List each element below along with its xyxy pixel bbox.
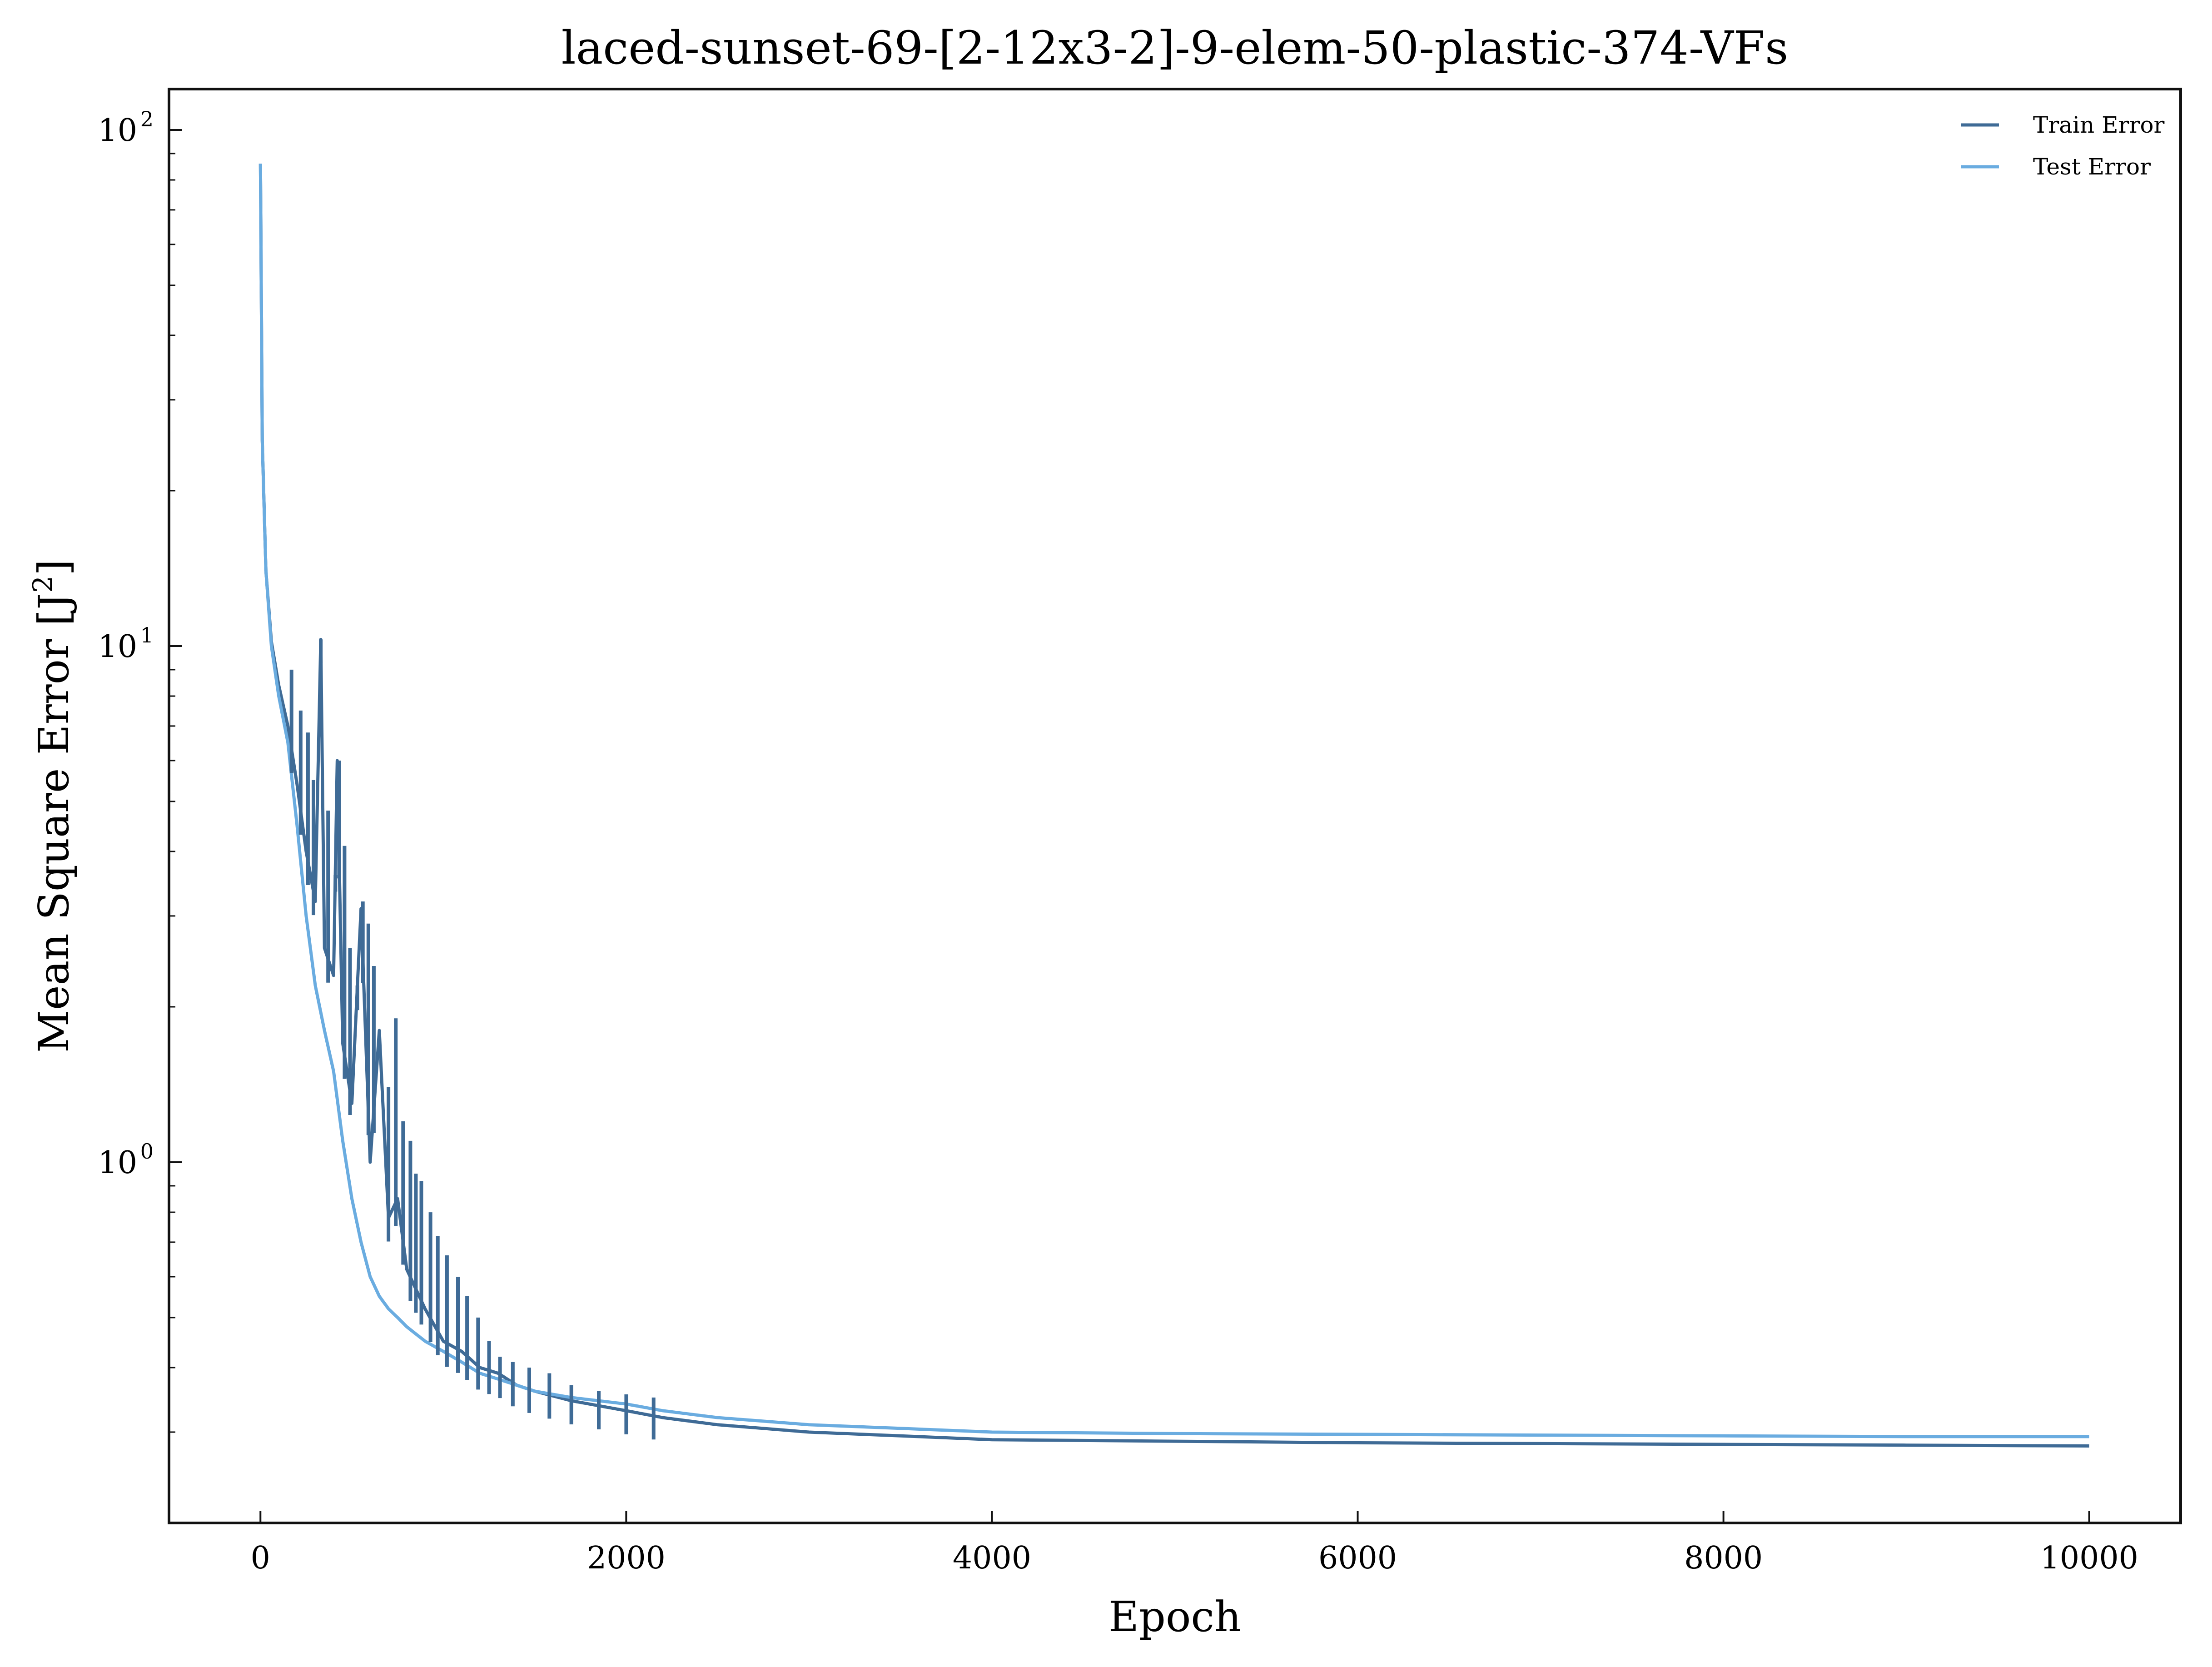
- x-tick-label: 6000: [1318, 1540, 1397, 1576]
- legend-label: Test Error: [2033, 154, 2151, 180]
- y-axis-label-main: Mean Square Error [J: [30, 593, 78, 1053]
- x-tick-label: 10000: [2040, 1540, 2138, 1576]
- legend-label: Train Error: [2033, 112, 2165, 138]
- y-tick-exponent: 2: [140, 107, 154, 131]
- y-axis-label-close: ]: [30, 559, 78, 576]
- y-axis-label: Mean Square Error [J2]: [27, 559, 78, 1053]
- x-tick-label: 4000: [953, 1540, 1031, 1576]
- x-tick-label: 0: [251, 1540, 270, 1576]
- series-layer: [258, 164, 2089, 1448]
- y-tick-exponent: 0: [140, 1139, 154, 1164]
- series-line-test-error: [258, 164, 2089, 1438]
- chart-title: laced-sunset-69-[2-12x3-2]-9-elem-50-pla…: [562, 21, 1789, 75]
- y-tick-label: 10: [98, 1145, 137, 1181]
- legend: Train Error Test Error: [1961, 112, 2165, 180]
- series-line-train-error: [258, 164, 2089, 1448]
- x-tick-label: 2000: [587, 1540, 666, 1576]
- y-tick-exponent: 1: [140, 623, 154, 647]
- y-tick-label: 10: [98, 113, 137, 149]
- plot-frame: [168, 88, 2182, 1524]
- x-axis-label: Epoch: [1108, 1592, 1241, 1641]
- y-axis-label-sup: 2: [27, 576, 59, 593]
- y-tick-label: 10: [98, 629, 137, 665]
- x-tick-label: 8000: [1684, 1540, 1763, 1576]
